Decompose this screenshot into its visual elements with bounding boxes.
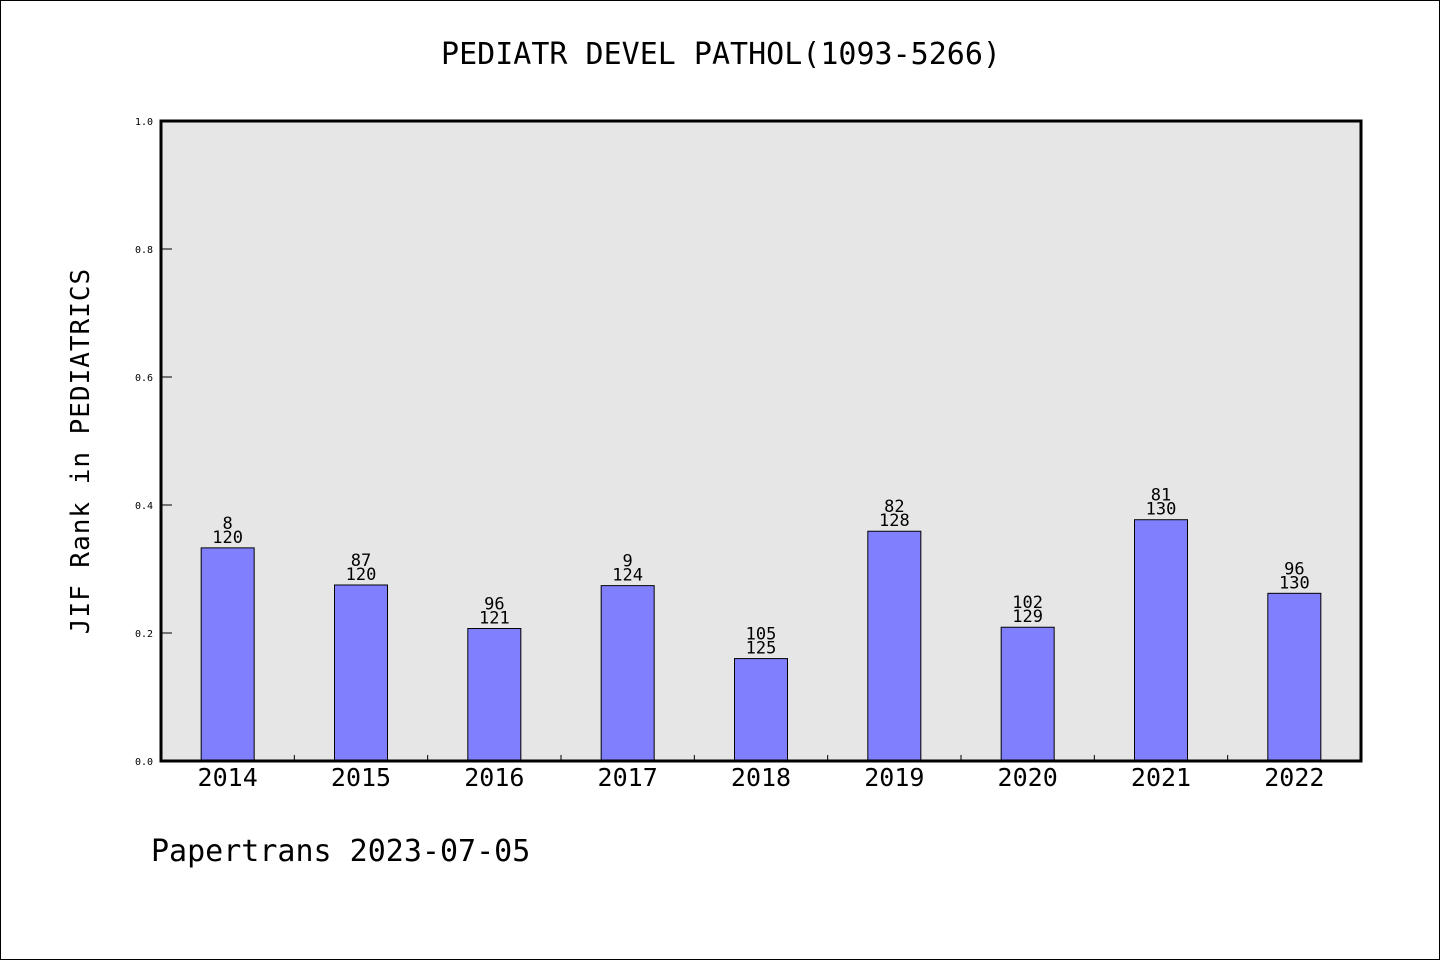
- bar-rank-label: 8: [223, 514, 233, 534]
- y-tick-label: 0.4: [135, 501, 153, 512]
- bar-2018: [734, 658, 788, 762]
- bar-rank-label: 96: [484, 595, 504, 615]
- bar-total-label: 121: [479, 609, 510, 629]
- bar-2017: [600, 585, 655, 762]
- bar-2021: [1134, 519, 1188, 762]
- bar-2014: [200, 547, 255, 762]
- y-tick-label: 0.6: [135, 373, 153, 384]
- x-tick-label: 2022: [1264, 763, 1324, 792]
- bar-rank-label: 82: [884, 497, 904, 517]
- footer-credit: Papertrans 2023-07-05: [151, 834, 531, 869]
- bar-rank-label: 102: [1012, 593, 1043, 613]
- bar-rank-label: 105: [746, 625, 777, 645]
- x-tick-label: 2015: [331, 763, 391, 792]
- bar-2015: [334, 584, 388, 762]
- plot-border: [159, 119, 1363, 763]
- bar-total-label: 120: [212, 528, 243, 548]
- bar-rank-label: 81: [1151, 486, 1171, 506]
- x-tick-label: 2020: [998, 763, 1058, 792]
- bar-total-label: 124: [612, 566, 643, 586]
- bar-total-label: 130: [1279, 573, 1310, 593]
- x-tick-label: 2014: [198, 763, 258, 792]
- bar-rank-label: 96: [1284, 559, 1304, 579]
- x-tick-label: 2017: [598, 763, 658, 792]
- y-tick-label: 1.0: [135, 117, 153, 128]
- chart-title: PEDIATR DEVEL PATHOL(1093-5266): [441, 37, 1001, 72]
- y-tick-label: 0.0: [135, 757, 153, 768]
- x-tick-label: 2019: [864, 763, 924, 792]
- x-tick-label: 2016: [464, 763, 524, 792]
- y-tick-label: 0.8: [135, 245, 153, 256]
- y-tick-label: 0.2: [135, 629, 153, 640]
- bar-2022: [1267, 592, 1322, 762]
- bar-rank-label: 9: [623, 552, 633, 572]
- bar-total-label: 120: [346, 565, 377, 585]
- bar-total-label: 129: [1012, 607, 1043, 627]
- bar-total-label: 125: [746, 639, 777, 659]
- bar-2019: [867, 530, 922, 762]
- bar-2016: [467, 628, 522, 762]
- x-tick-label: 2018: [731, 763, 791, 792]
- x-tick-label: 2021: [1131, 763, 1191, 792]
- bar-total-label: 130: [1146, 500, 1177, 520]
- bar-total-label: 128: [879, 511, 910, 531]
- bar-rank-label: 87: [351, 551, 371, 571]
- bar-2020: [1000, 626, 1055, 762]
